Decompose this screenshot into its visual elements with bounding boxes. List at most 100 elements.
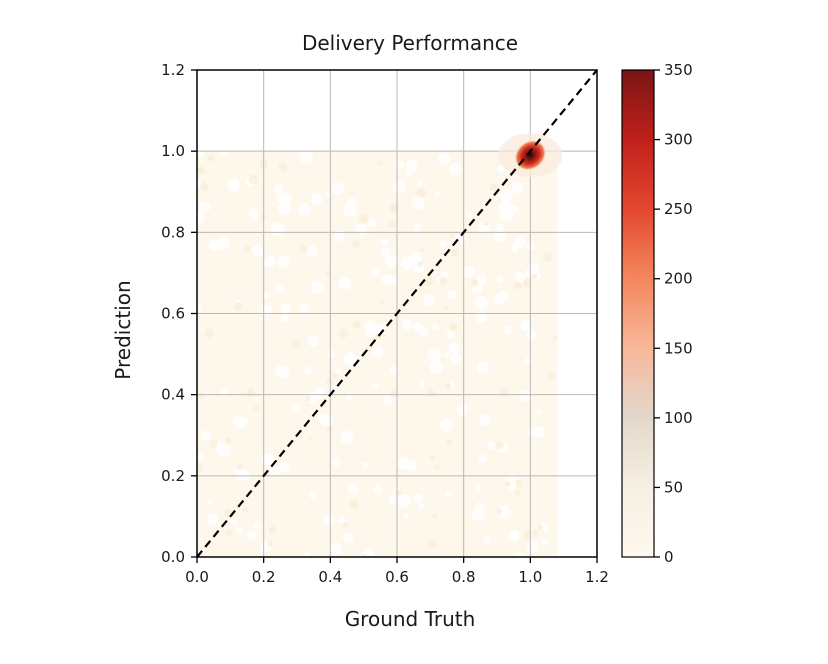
density-speckle bbox=[340, 430, 354, 445]
density-speckle bbox=[334, 367, 342, 375]
density-speckle bbox=[273, 184, 284, 194]
y-axis-label: Prediction bbox=[111, 280, 135, 379]
density-speckle bbox=[489, 182, 499, 192]
density-speckle bbox=[443, 351, 451, 358]
identity-reference-line bbox=[196, 69, 598, 558]
density-speckle bbox=[426, 388, 435, 397]
colorbar-tick-label: 250 bbox=[664, 200, 693, 218]
density-speckle bbox=[197, 211, 205, 225]
colorbar-tick-label: 350 bbox=[664, 61, 693, 79]
density-speckle bbox=[483, 535, 492, 544]
density-speckle bbox=[532, 530, 539, 536]
x-tick-label: 0.8 bbox=[452, 568, 476, 586]
density-speckle bbox=[438, 239, 448, 249]
density-speckle bbox=[498, 291, 508, 301]
density-speckle bbox=[444, 382, 452, 390]
density-speckle bbox=[343, 352, 358, 367]
density-speckle bbox=[305, 396, 311, 402]
density-speckle bbox=[450, 248, 459, 257]
density-speckle bbox=[330, 542, 342, 555]
density-speckle bbox=[309, 437, 314, 442]
density-speckle bbox=[277, 255, 291, 269]
hotspot-peak bbox=[514, 139, 547, 171]
colorbar-tick-label: 100 bbox=[664, 409, 693, 427]
density-speckle bbox=[371, 346, 384, 358]
density-speckle bbox=[333, 229, 345, 242]
density-speckle bbox=[380, 238, 388, 246]
density-speckle bbox=[197, 463, 204, 472]
density-speckle bbox=[513, 281, 522, 290]
density-speckle bbox=[402, 513, 410, 520]
density-speckle bbox=[225, 529, 233, 537]
density-speckle bbox=[317, 413, 325, 421]
density-speckle bbox=[280, 302, 292, 314]
density-speckle bbox=[526, 241, 536, 252]
density-speckle bbox=[261, 453, 272, 464]
density-speckle bbox=[520, 390, 532, 402]
density-speckle bbox=[389, 202, 399, 213]
density-speckle bbox=[292, 340, 302, 350]
density-speckle bbox=[449, 163, 462, 176]
colorbar-tick-label: 0 bbox=[664, 548, 674, 566]
density-speckle bbox=[445, 490, 453, 498]
x-tick-label: 0.4 bbox=[318, 568, 342, 586]
density-speckle bbox=[206, 498, 214, 506]
density-speckle bbox=[197, 166, 206, 175]
density-speckle bbox=[378, 160, 384, 166]
density-speckle bbox=[478, 454, 488, 464]
density-speckle bbox=[342, 521, 349, 528]
density-speckle bbox=[519, 319, 531, 331]
density-speckle bbox=[514, 272, 526, 284]
density-speckle bbox=[500, 189, 514, 203]
density-speckle bbox=[261, 305, 273, 316]
density-speckle bbox=[525, 329, 537, 341]
density-speckle bbox=[337, 515, 346, 524]
y-tick-label: 1.2 bbox=[161, 61, 185, 79]
density-speckle bbox=[372, 485, 382, 495]
density-speckle bbox=[542, 252, 553, 262]
density-speckle bbox=[380, 247, 391, 258]
density-speckle bbox=[434, 464, 440, 470]
density-speckle bbox=[411, 196, 426, 210]
density-speckle bbox=[231, 519, 238, 526]
density-speckle bbox=[523, 278, 532, 288]
y-tick-label: 1.0 bbox=[161, 142, 185, 160]
density-speckle bbox=[227, 179, 240, 192]
density-speckle bbox=[392, 180, 406, 194]
density-speckle bbox=[406, 460, 417, 472]
density-speckle bbox=[291, 404, 301, 414]
density-speckle bbox=[417, 261, 423, 267]
x-axis-ticks: 0.0 0.2 0.4 0.6 0.8 1.0 1.2 bbox=[185, 557, 609, 586]
density-speckle bbox=[537, 524, 543, 531]
density-speckle bbox=[279, 192, 293, 206]
hotspot-layer bbox=[498, 133, 563, 178]
density-speckle bbox=[429, 360, 444, 374]
x-tick-label: 0.0 bbox=[185, 568, 209, 586]
density-speckle bbox=[332, 372, 339, 379]
density-speckle bbox=[388, 495, 398, 504]
density-speckle bbox=[371, 268, 381, 278]
density-speckle bbox=[304, 552, 311, 557]
x-axis-label: Ground Truth bbox=[345, 607, 476, 631]
density-speckle bbox=[541, 538, 549, 546]
density-speckle bbox=[343, 532, 354, 544]
density-speckle bbox=[200, 430, 212, 441]
density-speckle bbox=[367, 348, 372, 353]
density-speckle bbox=[362, 461, 369, 469]
density-speckle bbox=[504, 481, 511, 487]
density-speckle bbox=[263, 259, 273, 268]
density-speckle bbox=[267, 541, 273, 547]
density-speckle bbox=[496, 508, 503, 515]
density-speckle bbox=[416, 179, 424, 186]
density-speckle bbox=[475, 274, 487, 286]
density-speckle bbox=[404, 169, 413, 177]
density-speckle bbox=[413, 223, 422, 232]
density-speckle bbox=[401, 318, 413, 330]
density-speckle bbox=[474, 296, 488, 309]
density-speckle bbox=[270, 222, 285, 237]
density-speckle bbox=[431, 323, 439, 331]
density-speckle bbox=[217, 237, 230, 250]
density-speckle bbox=[419, 248, 424, 253]
density-speckle bbox=[197, 452, 204, 460]
